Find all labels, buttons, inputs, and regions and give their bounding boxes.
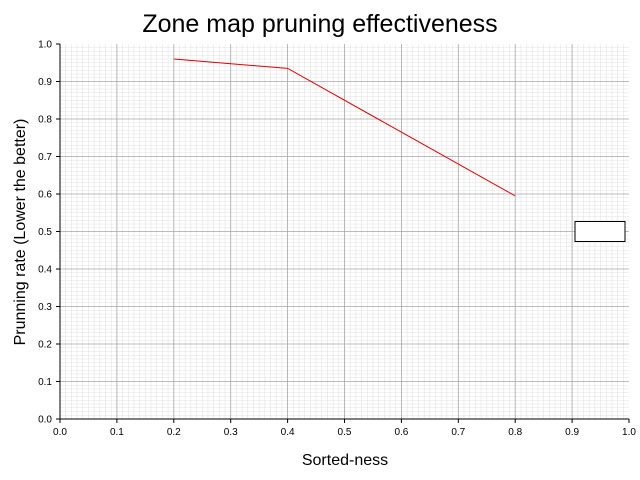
y-tick-label: 0.0 (38, 415, 52, 426)
x-tick-label: 0.5 (338, 427, 352, 438)
x-tick-label: 0.6 (394, 427, 408, 438)
x-tick-label: 0.3 (224, 427, 238, 438)
y-tick-label: 0.1 (38, 377, 52, 388)
x-tick-label: 0.0 (53, 427, 67, 438)
x-tick-label: 0.9 (565, 427, 579, 438)
legend-box (574, 221, 626, 242)
y-tick-label: 0.4 (38, 265, 52, 276)
x-tick-label: 0.2 (167, 427, 181, 438)
y-tick-label: 0.9 (38, 77, 52, 88)
x-axis-label: Sorted-ness (301, 452, 389, 469)
y-tick-label: 0.7 (38, 152, 52, 163)
x-tick-label: 0.4 (281, 427, 295, 438)
x-tick-label: 1.0 (622, 427, 636, 438)
x-tick-label: 0.1 (110, 427, 124, 438)
y-tick-label: 0.6 (38, 190, 52, 201)
y-tick-label: 0.3 (38, 302, 52, 313)
x-tick-label: 0.7 (451, 427, 465, 438)
y-tick-label: 1.0 (38, 40, 52, 51)
chart-title: Zone map pruning effectiveness (142, 10, 498, 38)
y-tick-label: 0.5 (38, 227, 52, 238)
x-tick-label: 0.8 (508, 427, 522, 438)
y-tick-label: 0.8 (38, 115, 52, 126)
y-axis-label: Prunning rate (Lower the better) (12, 118, 29, 346)
y-tick-label: 0.2 (38, 340, 52, 351)
